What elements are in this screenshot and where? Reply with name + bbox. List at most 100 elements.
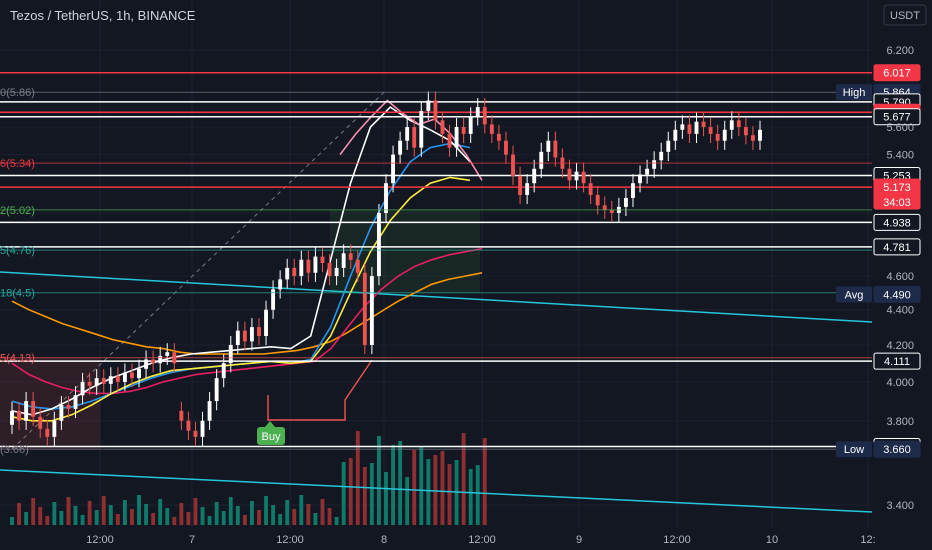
- candle-body: [729, 120, 734, 130]
- candle-body: [567, 168, 572, 181]
- price-badge-9: 4.490 Avg: [836, 285, 921, 303]
- price-badge-7: 4.938: [873, 213, 921, 231]
- candle-97: [694, 112, 699, 144]
- fib-diagonal: [11, 91, 385, 450]
- candle-101: [722, 120, 727, 150]
- candle-body: [214, 378, 219, 402]
- volume-bar-36: [264, 496, 268, 525]
- candle-body: [666, 140, 671, 152]
- price-badge-box: [873, 440, 921, 458]
- candle-body: [539, 151, 544, 169]
- candle-90: [645, 159, 650, 184]
- volume-bar-67: [482, 438, 487, 525]
- trend-lines: [0, 91, 873, 513]
- candle-99: [708, 118, 713, 144]
- time-axis-background: [0, 528, 932, 550]
- candle-body: [758, 129, 762, 141]
- candle-79: [567, 159, 572, 190]
- candle-body: [348, 253, 353, 260]
- price-badge-tag: [836, 286, 872, 303]
- candle-body: [341, 253, 346, 268]
- candle-body: [59, 404, 64, 421]
- indicator-lines: [11, 99, 483, 422]
- candle-21: [158, 346, 163, 373]
- volume-bar-35: [257, 510, 261, 525]
- candle-25: [186, 411, 191, 440]
- fib-level-label-5: 5(4.13): [0, 353, 35, 365]
- candle-53: [384, 174, 388, 223]
- currency-button[interactable]: USDT: [883, 4, 927, 26]
- volume-bar-62: [447, 464, 452, 525]
- candle-88: [631, 174, 635, 208]
- indicator-line-1: [11, 247, 483, 395]
- candle-body: [673, 129, 678, 141]
- volume-bar-30: [221, 511, 226, 525]
- volume-bar-25: [186, 512, 191, 525]
- volume-bar-8: [66, 497, 71, 525]
- candle-body: [334, 267, 339, 277]
- volume-bar-20: [151, 513, 156, 525]
- time-axis[interactable]: 12:00 7 12:00 8 12:00 9 12:00 10 12:: [0, 528, 932, 550]
- trendline-lower: [0, 469, 873, 513]
- candle-11: [87, 372, 92, 395]
- candle-body: [306, 259, 311, 273]
- volume-bar-59: [426, 459, 431, 525]
- price-tick-7: 4.000: [886, 377, 914, 389]
- time-tick-2: 12:00: [276, 534, 304, 546]
- price-axis[interactable]: 6.0175.864High5.7905.7115.6775.2535.1733…: [836, 0, 932, 550]
- price-badge-value: 6.017: [883, 68, 911, 80]
- candle-body: [165, 352, 170, 356]
- candle-49: [355, 250, 360, 282]
- price-badge-box: [873, 178, 921, 210]
- candle-29: [214, 369, 219, 411]
- candle-body: [115, 376, 120, 382]
- candle-body: [504, 140, 508, 155]
- candle-70: [504, 131, 508, 164]
- candle-56: [405, 118, 410, 150]
- candle-body: [362, 272, 367, 345]
- time-tick-0: 12:00: [86, 534, 114, 546]
- volume-bar-54: [391, 445, 395, 525]
- volume-bar-44: [320, 499, 325, 525]
- candle-body: [532, 168, 537, 184]
- candle-82: [588, 174, 593, 205]
- candle-body: [221, 363, 226, 379]
- volume-bar-64: [461, 433, 466, 525]
- volume-bar-53: [384, 472, 388, 525]
- candle-58: [419, 101, 424, 157]
- candle-55: [398, 131, 403, 164]
- candle-98: [701, 112, 706, 137]
- candle-body: [31, 401, 36, 417]
- candle-body: [108, 376, 113, 384]
- fib-level-label-0: 0(5.86): [0, 87, 35, 99]
- candle-93: [666, 131, 671, 161]
- candle-33: [242, 321, 247, 351]
- candle-body: [73, 395, 78, 409]
- time-tick-7: 10: [766, 534, 778, 546]
- candle-22: [165, 343, 170, 366]
- candle-body: [355, 259, 360, 273]
- volume-bar-40: [292, 509, 297, 525]
- price-badge-0: 6.017: [873, 64, 921, 82]
- volume-bar-17: [130, 509, 134, 525]
- candle-60: [433, 91, 438, 130]
- candle-body: [24, 401, 29, 421]
- candle-28: [207, 392, 212, 430]
- volume-bar-19: [144, 504, 149, 525]
- buy-signal-label: Buy: [262, 431, 281, 443]
- candle-24: [179, 401, 184, 430]
- volume-bar-5: [45, 516, 50, 525]
- fib-level-label-4: 18(4.5): [0, 288, 35, 300]
- candle-body: [574, 171, 579, 181]
- candle-body: [687, 124, 692, 134]
- candle-body: [525, 183, 530, 195]
- candle-body: [553, 140, 558, 158]
- candle-32: [235, 321, 240, 355]
- candle-51: [369, 267, 374, 355]
- candle-body: [249, 327, 254, 342]
- candle-body: [623, 197, 628, 207]
- volume-bar-39: [285, 500, 290, 525]
- candle-body: [377, 212, 381, 277]
- candle-69: [496, 124, 501, 150]
